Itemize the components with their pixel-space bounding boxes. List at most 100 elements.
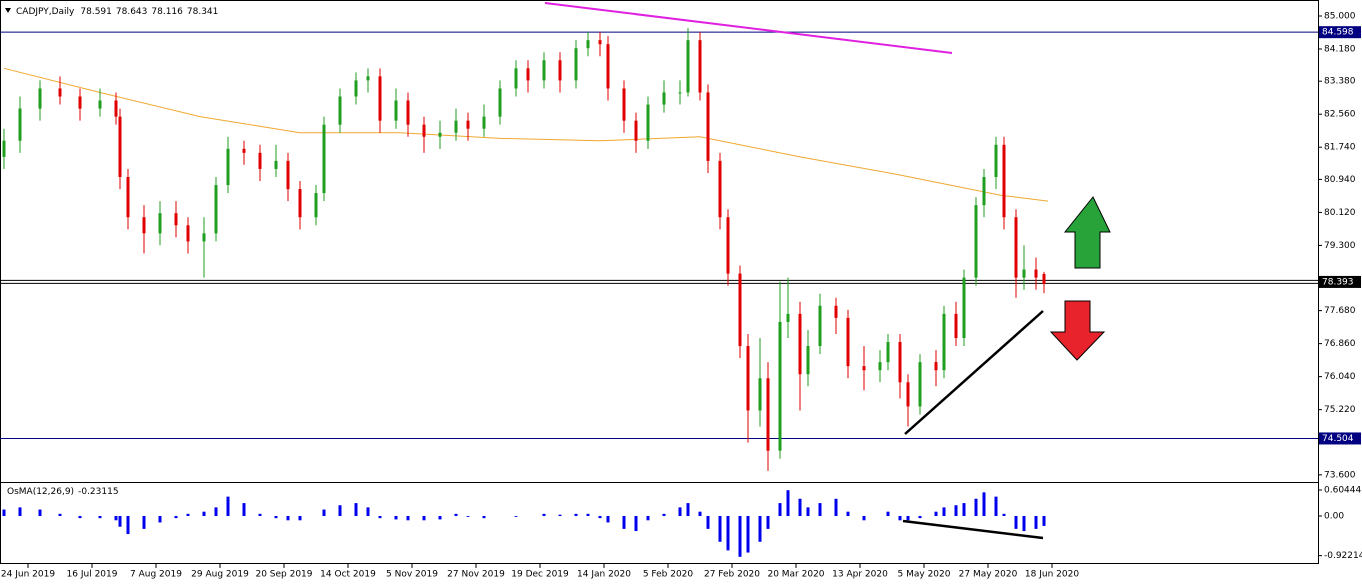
indicator-bar (942, 507, 946, 516)
candle-body (646, 104, 650, 141)
indicator-bar (286, 515, 290, 521)
last-high: 78.643 (116, 7, 148, 17)
candle-body (274, 160, 278, 169)
indicator-bar (1042, 515, 1046, 526)
candle-body (314, 193, 318, 218)
indicator-bar (174, 515, 178, 519)
candle-body (906, 382, 910, 407)
candle-body (526, 68, 530, 81)
resistance-trendline (544, 2, 953, 54)
indicator-bar (354, 503, 358, 516)
symbol-header: CADJPY,Daily 78.591 78.643 78.116 78.341 (16, 7, 218, 17)
candle-body (726, 217, 730, 274)
level-label: 84.598 (1322, 28, 1354, 38)
indicator-bar (226, 496, 230, 516)
indicator-bar (718, 515, 722, 542)
indicator-last: -0.23115 (78, 487, 118, 497)
candle-body (662, 92, 666, 105)
indicator-bar (906, 515, 910, 521)
y-tick-label: 75.220 (1324, 405, 1356, 415)
indicator-bar (934, 511, 938, 516)
indicator-bar (338, 505, 342, 516)
candle-body (298, 189, 302, 218)
candle-body (242, 148, 246, 153)
candle-body (698, 40, 702, 93)
indicator-bar (586, 513, 590, 516)
candle-body (634, 120, 638, 141)
candle-body (974, 205, 978, 278)
indicator-bar (646, 515, 650, 521)
indicator-bar (606, 515, 610, 523)
candle-body (706, 92, 710, 161)
candle-body (78, 96, 82, 109)
y-tick-label: 81.740 (1324, 143, 1356, 153)
indicator-bar (18, 507, 22, 516)
x-tick-label: 5 Feb 2020 (643, 570, 694, 580)
candle-body (1014, 217, 1018, 278)
level-label-box (1319, 275, 1361, 288)
support-trendline (904, 310, 1044, 435)
indicator-bar (542, 513, 546, 516)
candle-body (258, 152, 262, 169)
indicator-bar (962, 503, 966, 516)
y-tick-label: 73.600 (1324, 470, 1356, 480)
indicator-bar (298, 515, 302, 521)
divergence-line (902, 519, 1044, 540)
indicator-bar (118, 515, 122, 527)
indicator-bar (886, 511, 890, 516)
indicator-bar (406, 515, 410, 521)
indicator-bar (738, 515, 742, 557)
candle-body (798, 313, 802, 375)
candle-body (454, 120, 458, 133)
candle-body (574, 48, 578, 81)
indicator-bar (98, 515, 102, 519)
indicator-bar (862, 515, 866, 521)
candle-body (286, 160, 290, 190)
candle-body (886, 342, 890, 363)
candle-body (678, 92, 682, 94)
x-tick-label: 29 Aug 2019 (191, 570, 249, 580)
candle-body (322, 124, 326, 194)
up-arrow (1063, 196, 1111, 269)
candle-body (338, 96, 342, 125)
y-tick-label: 76.040 (1324, 372, 1356, 382)
level-label-box (1319, 432, 1361, 445)
indicator-bar (706, 515, 710, 529)
candle-body (98, 100, 102, 109)
candle-body (542, 60, 546, 81)
indicator-bar (786, 490, 790, 516)
indicator-tick-label: 0.60444 (1324, 486, 1361, 496)
indicator-bar (366, 507, 370, 516)
level-label-box (1319, 26, 1361, 39)
candle-body (118, 116, 122, 177)
x-tick-label: 14 Jan 2020 (577, 570, 631, 580)
indicator-bar (466, 515, 470, 517)
indicator-bar (766, 515, 770, 529)
y-tick-label: 84.180 (1324, 45, 1356, 55)
candle-body (114, 100, 118, 117)
x-tick-label: 18 Jun 2020 (1025, 570, 1079, 580)
indicator-bar (778, 503, 782, 516)
indicator-bar (2, 509, 6, 516)
candle-body (58, 88, 62, 97)
x-tick-label: 20 Sep 2019 (255, 570, 312, 580)
indicator-bar (394, 515, 398, 520)
y-tick-label: 80.940 (1324, 175, 1356, 185)
indicator-bar (202, 511, 206, 516)
candle-body (514, 68, 518, 89)
down-arrow (1049, 300, 1106, 361)
menu-triangle (5, 8, 11, 13)
indicator-bar (322, 509, 326, 516)
candle-body (38, 88, 42, 109)
x-tick-label: 19 Dec 2019 (511, 570, 569, 580)
candle-body (982, 176, 986, 206)
indicator-bar (798, 498, 802, 516)
indicator-name: OsMA(12,26,9) (7, 487, 74, 497)
indicator-bar (974, 498, 978, 516)
indicator-bar (258, 513, 262, 516)
x-tick-label: 5 Nov 2019 (386, 570, 438, 580)
last-close: 78.341 (187, 7, 219, 17)
